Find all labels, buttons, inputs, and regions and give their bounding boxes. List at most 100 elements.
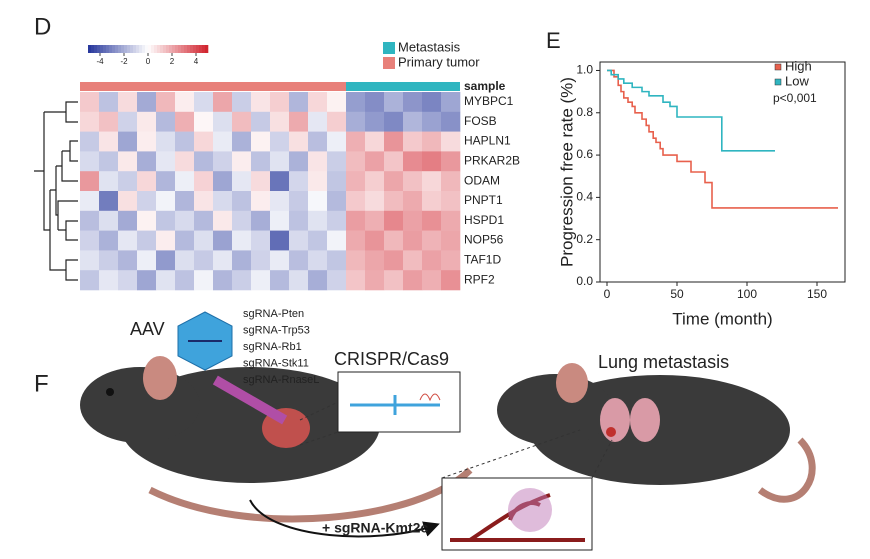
dendro-branch <box>34 112 78 281</box>
heatmap-cell <box>270 92 290 113</box>
heatmap-cell <box>80 131 100 152</box>
heatmap-cell <box>251 210 271 231</box>
heatmap-cell <box>346 92 366 113</box>
x-tick-label: 0 <box>604 287 611 301</box>
heatmap-cell <box>384 250 404 271</box>
heatmap-cell <box>194 210 214 231</box>
heatmap-cell <box>403 171 423 192</box>
heatmap-cell <box>232 92 252 113</box>
heatmap-cell <box>365 92 385 113</box>
heatmap-cell <box>403 250 423 271</box>
row-label: NOP56 <box>464 233 504 247</box>
heatmap-cell <box>213 131 233 152</box>
syringe <box>212 375 288 425</box>
heatmap-cell <box>270 210 290 231</box>
arrow <box>249 499 440 538</box>
heatmap-cell <box>403 92 423 113</box>
heatmap-cell <box>289 151 309 172</box>
y-axis-label: Progression free rate (%) <box>557 77 576 267</box>
heatmap-cell <box>270 151 290 172</box>
colorbar-step <box>193 45 197 53</box>
colorbar-tick-label: -4 <box>96 57 104 66</box>
lung <box>600 398 630 442</box>
tail <box>757 437 816 503</box>
heatmap-cell <box>308 210 328 231</box>
heatmap-cell <box>232 191 252 212</box>
illustration <box>80 311 816 551</box>
panel-label: E <box>546 28 561 53</box>
heatmap-cell <box>422 270 442 291</box>
heatmap-cell <box>232 111 252 132</box>
heatmap-cell <box>194 250 214 271</box>
heatmap-cell <box>213 111 233 132</box>
heatmap-cell <box>441 270 461 291</box>
heatmap-cell <box>251 270 271 291</box>
heatmap-cell <box>441 111 461 132</box>
heatmap-cell <box>365 230 385 251</box>
colorbar-step <box>196 45 200 53</box>
heatmap-cell <box>441 151 461 172</box>
y-tick-label: 0.0 <box>576 274 593 288</box>
colorbar-step <box>91 45 95 53</box>
heatmap-cell <box>441 250 461 271</box>
heatmap-cell <box>156 131 176 152</box>
heatmap-cell <box>422 230 442 251</box>
row-label: RPF2 <box>464 272 495 286</box>
heatmap-cell <box>441 131 461 152</box>
heatmap-cell <box>194 270 214 291</box>
colorbar-step <box>172 45 176 53</box>
legend-swatch <box>383 57 395 69</box>
row-label: FOSB <box>464 114 497 128</box>
heatmap-cell <box>251 191 271 212</box>
colorbar-step <box>199 45 203 53</box>
heatmap-cell <box>327 191 347 212</box>
heatmap-cell <box>346 270 366 291</box>
colorbar-step <box>163 45 167 53</box>
heatmap-cell <box>384 270 404 291</box>
heatmap-cell <box>194 92 214 113</box>
row-label: PRKAR2B <box>464 153 520 167</box>
guide-label: sgRNA-Rb1 <box>243 341 302 353</box>
heatmap-cell <box>137 270 157 291</box>
heatmap-cell <box>403 270 423 291</box>
heatmap-cell <box>137 210 157 231</box>
heatmap-cell <box>365 270 385 291</box>
heatmap-cell <box>194 230 214 251</box>
heatmap-cell <box>308 151 328 172</box>
colorbar-step <box>175 45 179 53</box>
heatmap-cell <box>403 151 423 172</box>
heatmap-cell <box>99 111 119 132</box>
plot-frame <box>599 61 846 283</box>
heatmap-cell <box>156 210 176 231</box>
panel-label: D <box>34 13 51 40</box>
legend-swatch <box>383 42 395 54</box>
heatmap-cell <box>289 210 309 231</box>
heatmap-cell <box>441 191 461 212</box>
colorbar-step <box>97 45 101 53</box>
heatmap-cell <box>289 131 309 152</box>
heatmap-cell <box>346 250 366 271</box>
heatmap-cell <box>308 270 328 291</box>
heatmap-cell <box>308 92 328 113</box>
colorbar-step <box>118 45 122 53</box>
heatmap-cell <box>289 171 309 192</box>
colorbar-step <box>181 45 185 53</box>
heatmap-cell <box>308 230 328 251</box>
colorbar-step <box>112 45 116 53</box>
dendrogram <box>34 101 78 281</box>
heatmap-cell <box>308 171 328 192</box>
heatmap-cell <box>213 171 233 192</box>
heatmap-cell <box>270 111 290 132</box>
heatmap-cell <box>194 171 214 192</box>
heatmap-cell <box>137 151 157 172</box>
colorbar-step <box>94 45 98 53</box>
colorbar-step <box>187 45 191 53</box>
mouse-head <box>80 367 200 443</box>
heatmap-cell <box>232 171 252 192</box>
heatmap-cell <box>137 250 157 271</box>
heatmap-cell <box>308 250 328 271</box>
lung-label: Lung metastasis <box>598 352 729 372</box>
heatmap-cell <box>137 171 157 192</box>
heatmap-cell <box>175 210 195 231</box>
crispr-box <box>337 371 461 433</box>
